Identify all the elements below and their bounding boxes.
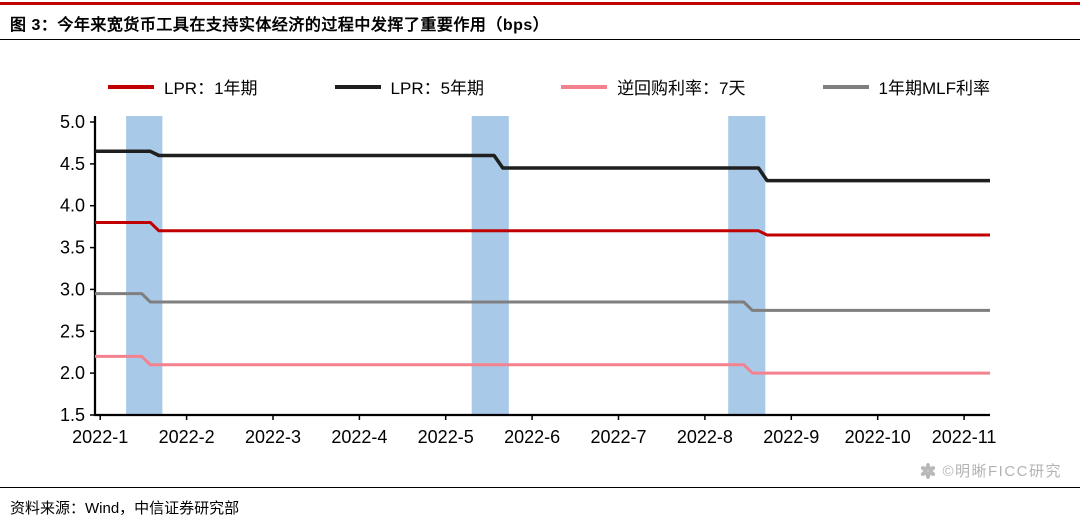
lotus-logo-icon (921, 462, 936, 479)
x-tick-label: 2022-11 (932, 427, 997, 447)
series-line-1 (95, 149, 990, 183)
highlight-band-1 (471, 116, 509, 415)
legend-item-0: LPR：1年期 (108, 74, 258, 99)
x-tick-label: 2022-7 (590, 427, 646, 447)
legend-swatch (334, 84, 381, 89)
x-tick-label: 2022-6 (504, 427, 560, 447)
legend-item-2: 逆回购利率：7天 (561, 74, 746, 99)
title-divider (0, 39, 1080, 40)
legend-swatch (108, 84, 154, 89)
series-line-3 (95, 292, 990, 312)
x-tick-label: 2022-3 (245, 427, 301, 447)
highlight-band-0 (126, 116, 163, 415)
y-tick-label: 2.0 (60, 363, 85, 383)
series-line-0 (95, 221, 990, 237)
y-tick-label: 3.5 (60, 238, 85, 258)
x-tick-label: 2022-2 (159, 427, 215, 447)
series-line-2 (95, 354, 990, 375)
x-tick-label: 2022-9 (763, 427, 819, 447)
legend-item-1: LPR：5年期 (334, 74, 485, 99)
x-tick-label: 2022-4 (331, 427, 387, 447)
source-note: 资料来源：Wind，中信证券研究部 (10, 500, 240, 517)
y-tick-label: 1.5 (60, 405, 85, 425)
y-tick-label: 5.0 (60, 112, 85, 132)
legend-label: LPR：5年期 (390, 79, 485, 98)
y-tick-label: 3.0 (60, 279, 85, 299)
legend-swatch (822, 84, 869, 89)
x-tick-label: 2022-5 (418, 427, 474, 447)
legend-item-3: 1年期MLF利率 (822, 74, 990, 99)
legend-label: 1年期MLF利率 (878, 79, 990, 98)
legend-label: LPR：1年期 (164, 79, 258, 98)
footer-divider (0, 487, 1080, 488)
x-tick-label: 2022-8 (677, 427, 733, 447)
y-tick-label: 4.5 (60, 154, 85, 174)
highlight-band-2 (728, 116, 766, 415)
figure-title: 图 3：今年来宽货币工具在支持实体经济的过程中发挥了重要作用（bps） (10, 17, 550, 34)
top-red-rule (0, 2, 1080, 5)
rate-line-chart: 1.5 2.0 2.5 3.0 3.5 4.0 4.5 5.0 2022-1 2022-2 2022… (60, 112, 997, 447)
y-tick-label: 2.5 (60, 321, 85, 341)
legend-label: 逆回购利率：7天 (617, 79, 746, 98)
y-tick-label: 4.0 (60, 196, 85, 216)
chart-legend: LPR：1年期 LPR：5年期 逆回购利率：7天 1年期MLF利率 (108, 74, 990, 99)
x-tick-label: 2022-10 (845, 427, 911, 447)
chart-area: 1.5 2.0 2.5 3.0 3.5 4.0 4.5 5.0 2022-1 2022-2 2022… (0, 108, 1080, 453)
x-tick-label: 2022-1 (72, 427, 128, 447)
watermark: ©明晰FICC研究 (919, 460, 1062, 481)
legend-swatch (561, 84, 608, 89)
watermark-text: ©明晰FICC研究 (942, 463, 1062, 480)
